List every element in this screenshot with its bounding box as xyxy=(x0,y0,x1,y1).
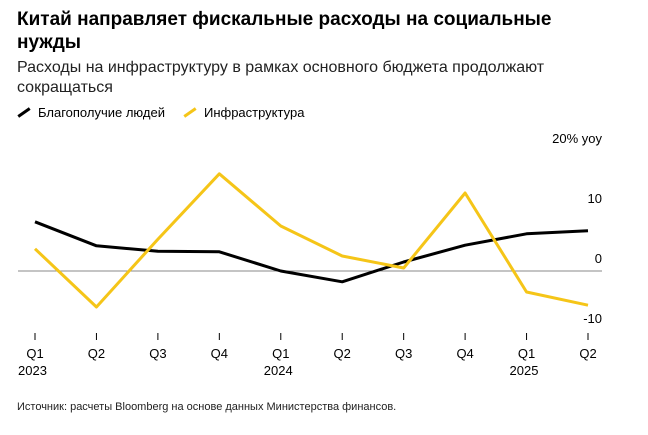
legend-label: Благополучие людей xyxy=(38,105,165,120)
chart-title: Китай направляет фискальные расходы на с… xyxy=(17,9,552,53)
x-tick-label: Q2 xyxy=(579,346,596,361)
x-year-label: 2024 xyxy=(264,363,293,378)
x-tick-label: Q1 xyxy=(272,346,289,361)
x-tick-label: Q1 xyxy=(518,346,535,361)
legend-item: Инфраструктура xyxy=(183,105,304,120)
x-tick-label: Q1 xyxy=(26,346,43,361)
legend: Благополучие людей Инфраструктура xyxy=(17,105,304,120)
y-tick-label: -10 xyxy=(583,311,602,326)
y-tick-label: 20% yoy xyxy=(552,131,602,146)
x-tick-label: Q3 xyxy=(149,346,166,361)
series-line xyxy=(34,220,589,284)
x-tick-label: Q4 xyxy=(456,346,473,361)
legend-item: Благополучие людей xyxy=(17,105,165,120)
legend-label: Инфраструктура xyxy=(203,105,305,120)
chart-subtitle: Расходы на инфраструктуру в рамках основ… xyxy=(17,59,545,96)
x-year-label: 2023 xyxy=(18,363,47,378)
source-note: Источник: расчеты Bloomberg на основе да… xyxy=(17,401,397,413)
y-tick-label: 0 xyxy=(595,251,602,266)
x-tick-label: Q2 xyxy=(334,346,351,361)
x-year-label: 2025 xyxy=(510,363,539,378)
chart: -10 0 10 20% yoy Q1 2023 Q2 Q3 Q4 Q1 2024 Q2 Q3 Q4 Q1 2… xyxy=(18,131,602,378)
x-tick-label: Q2 xyxy=(88,346,105,361)
y-tick-label: 10 xyxy=(588,191,602,206)
series-line xyxy=(33,172,589,309)
x-tick-label: Q4 xyxy=(211,346,228,361)
x-tick-label: Q3 xyxy=(395,346,412,361)
